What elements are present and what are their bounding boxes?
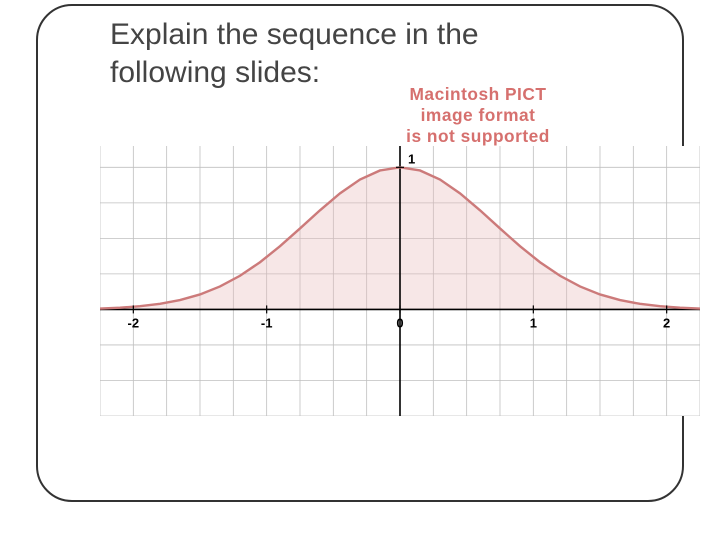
x-tick-label: -2 [128, 315, 140, 330]
x-tick-label: -1 [261, 315, 273, 330]
gaussian-chart: -2 -1 0 1 2 1 [100, 146, 700, 416]
slide-title: Explain the sequence in the following sl… [110, 16, 610, 91]
error-line-3: is not supported [406, 126, 550, 146]
slide-frame: Explain the sequence in the following sl… [36, 4, 684, 502]
error-line-2: image format [421, 105, 536, 125]
title-line-2: following slides: [110, 56, 320, 89]
title-line-1: Explain the sequence in the [110, 18, 479, 51]
error-line-1: Macintosh PICT [410, 84, 547, 104]
chart-svg: -2 -1 0 1 2 1 [100, 146, 700, 416]
pict-error-message: Macintosh PICT image format is not suppo… [348, 84, 608, 146]
x-tick-label: 2 [663, 315, 670, 330]
y-tick-label: 1 [408, 151, 415, 166]
x-tick-label: 1 [530, 315, 537, 330]
x-tick-label: 0 [396, 315, 403, 330]
